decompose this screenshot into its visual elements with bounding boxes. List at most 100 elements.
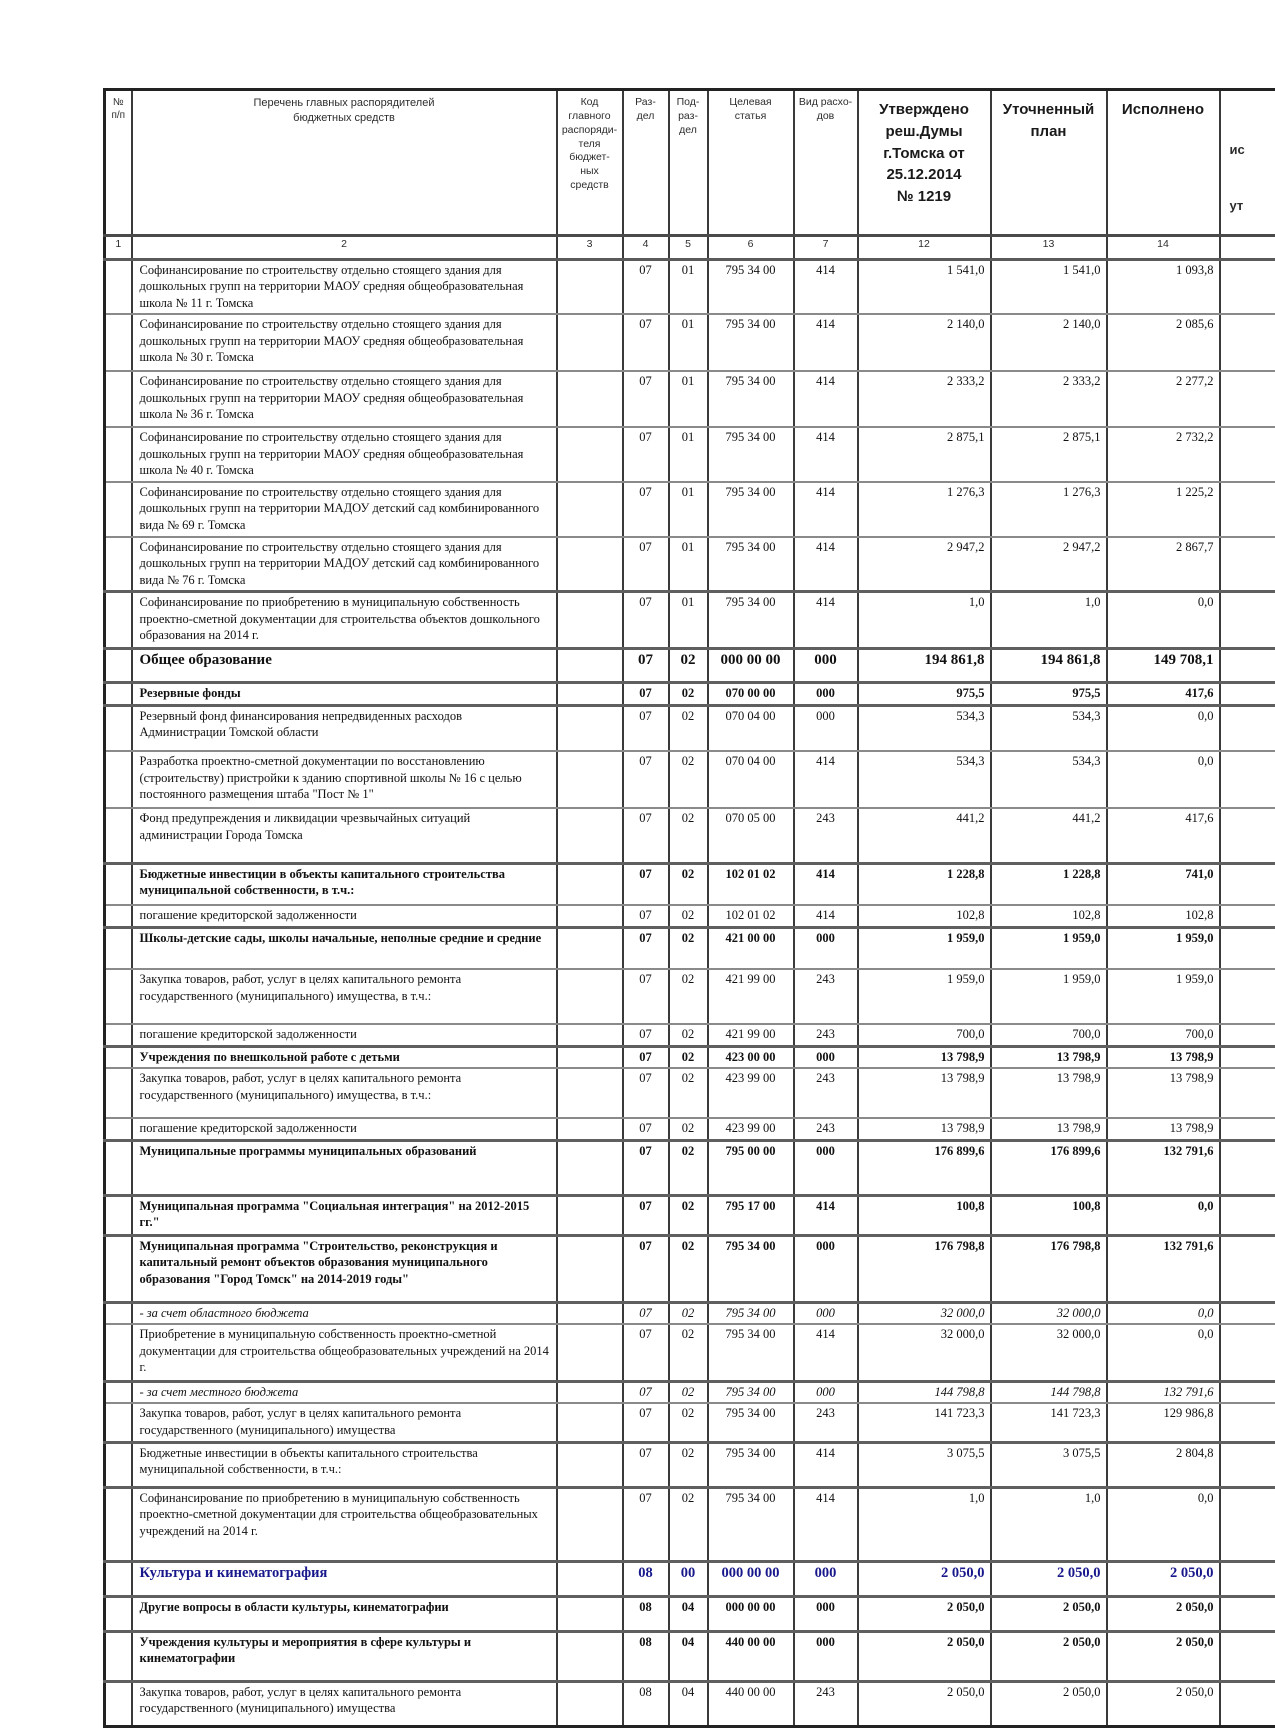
cell-target: 070 00 00: [708, 683, 794, 706]
cell-name: Муниципальная программа "Строительство, …: [132, 1235, 557, 1302]
cell-plan: 13 798,9: [991, 1046, 1107, 1068]
cell-podrazdel: 02: [669, 1442, 708, 1487]
cell-plan: 144 798,8: [991, 1381, 1107, 1403]
cell-approved: 2 875,1: [858, 427, 991, 482]
cell-target: 795 17 00: [708, 1195, 794, 1235]
table-row: погашение кредиторской задолженности 07 …: [105, 905, 1275, 927]
cell-num: [105, 1302, 132, 1324]
cell-partial: [1220, 1046, 1275, 1068]
cell-executed: 132 791,6: [1107, 1381, 1220, 1403]
table-row: погашение кредиторской задолженности 07 …: [105, 1024, 1275, 1046]
cell-num: [105, 927, 132, 969]
cell-target: 421 99 00: [708, 969, 794, 1024]
cell-code: [557, 927, 623, 969]
table-row: Фонд предупреждения и ликвидации чрезвыч…: [105, 808, 1275, 863]
cell-approved: 13 798,9: [858, 1046, 991, 1068]
table-row: Закупка товаров, работ, услуг в целях ка…: [105, 1403, 1275, 1442]
cell-razdel: 07: [623, 1324, 669, 1381]
cell-code: [557, 371, 623, 427]
cell-podrazdel: 02: [669, 1046, 708, 1068]
cell-plan: 2 050,0: [991, 1631, 1107, 1681]
cell-name: Софинансирование по строительству отдель…: [132, 314, 557, 371]
cell-num: [105, 1324, 132, 1381]
cell-podrazdel: 02: [669, 1235, 708, 1302]
cell-code: [557, 1381, 623, 1403]
column-number: 6: [708, 235, 794, 259]
cell-partial: [1220, 1631, 1275, 1681]
table-row: Софинансирование по строительству отдель…: [105, 537, 1275, 592]
cell-podrazdel: 02: [669, 1118, 708, 1140]
cell-code: [557, 863, 623, 905]
cell-target: 000 00 00: [708, 1596, 794, 1631]
table-row: Другие вопросы в области культуры, кинем…: [105, 1596, 1275, 1631]
header-partial-column: ис ут: [1220, 90, 1275, 236]
table-row: Общее образование 07 02 000 00 00 000 19…: [105, 649, 1275, 683]
cell-podrazdel: 02: [669, 751, 708, 808]
cell-vid: 414: [794, 1487, 858, 1561]
cell-code: [557, 1403, 623, 1442]
cell-razdel: 07: [623, 649, 669, 683]
cell-name: погашение кредиторской задолженности: [132, 1024, 557, 1046]
cell-podrazdel: 01: [669, 371, 708, 427]
cell-podrazdel: 01: [669, 537, 708, 592]
cell-num: [105, 1631, 132, 1681]
cell-plan: 2 875,1: [991, 427, 1107, 482]
cell-plan: 2 050,0: [991, 1561, 1107, 1596]
cell-plan: 176 899,6: [991, 1140, 1107, 1195]
cell-partial: [1220, 705, 1275, 751]
cell-name: погашение кредиторской задолженности: [132, 905, 557, 927]
cell-num: [105, 705, 132, 751]
cell-vid: 414: [794, 1324, 858, 1381]
table-row: Учреждения культуры и мероприятия в сфер…: [105, 1631, 1275, 1681]
cell-target: 000 00 00: [708, 1561, 794, 1596]
cell-approved: 2 333,2: [858, 371, 991, 427]
cell-approved: 2 050,0: [858, 1561, 991, 1596]
cell-partial: [1220, 1118, 1275, 1140]
cell-approved: 700,0: [858, 1024, 991, 1046]
cell-approved: 1,0: [858, 592, 991, 649]
cell-name: Муниципальные программы муниципальных об…: [132, 1140, 557, 1195]
cell-name: - за счет местного бюджета: [132, 1381, 557, 1403]
cell-podrazdel: 02: [669, 705, 708, 751]
cell-name: Софинансирование по строительству отдель…: [132, 427, 557, 482]
cell-podrazdel: 01: [669, 259, 708, 314]
cell-name: Закупка товаров, работ, услуг в целях ка…: [132, 1403, 557, 1442]
cell-target: 102 01 02: [708, 905, 794, 927]
cell-plan: 2 333,2: [991, 371, 1107, 427]
cell-code: [557, 592, 623, 649]
table-row: Софинансирование по строительству отдель…: [105, 314, 1275, 371]
cell-name: Софинансирование по приобретению в муниц…: [132, 592, 557, 649]
cell-code: [557, 1302, 623, 1324]
cell-num: [105, 1195, 132, 1235]
cell-code: [557, 751, 623, 808]
table-row: Муниципальная программа "Строительство, …: [105, 1235, 1275, 1302]
cell-razdel: 07: [623, 1235, 669, 1302]
cell-razdel: 07: [623, 905, 669, 927]
cell-approved: 144 798,8: [858, 1381, 991, 1403]
cell-vid: 000: [794, 683, 858, 706]
cell-executed: 0,0: [1107, 1302, 1220, 1324]
cell-executed: 0,0: [1107, 1324, 1220, 1381]
cell-partial: [1220, 969, 1275, 1024]
cell-partial: [1220, 1235, 1275, 1302]
cell-executed: 13 798,9: [1107, 1118, 1220, 1140]
cell-approved: 534,3: [858, 751, 991, 808]
cell-executed: 1 959,0: [1107, 969, 1220, 1024]
cell-podrazdel: 02: [669, 969, 708, 1024]
cell-approved: 1 959,0: [858, 969, 991, 1024]
cell-target: 795 34 00: [708, 259, 794, 314]
cell-podrazdel: 02: [669, 927, 708, 969]
cell-num: [105, 1487, 132, 1561]
cell-approved: 3 075,5: [858, 1442, 991, 1487]
cell-executed: 2 732,2: [1107, 427, 1220, 482]
cell-executed: 2 050,0: [1107, 1561, 1220, 1596]
cell-name: Общее образование: [132, 649, 557, 683]
cell-razdel: 07: [623, 1442, 669, 1487]
cell-vid: 000: [794, 1235, 858, 1302]
header-executed: Исполнено: [1107, 90, 1220, 236]
cell-plan: 441,2: [991, 808, 1107, 863]
cell-approved: 975,5: [858, 683, 991, 706]
cell-razdel: 08: [623, 1561, 669, 1596]
cell-podrazdel: 01: [669, 482, 708, 537]
cell-vid: 414: [794, 259, 858, 314]
